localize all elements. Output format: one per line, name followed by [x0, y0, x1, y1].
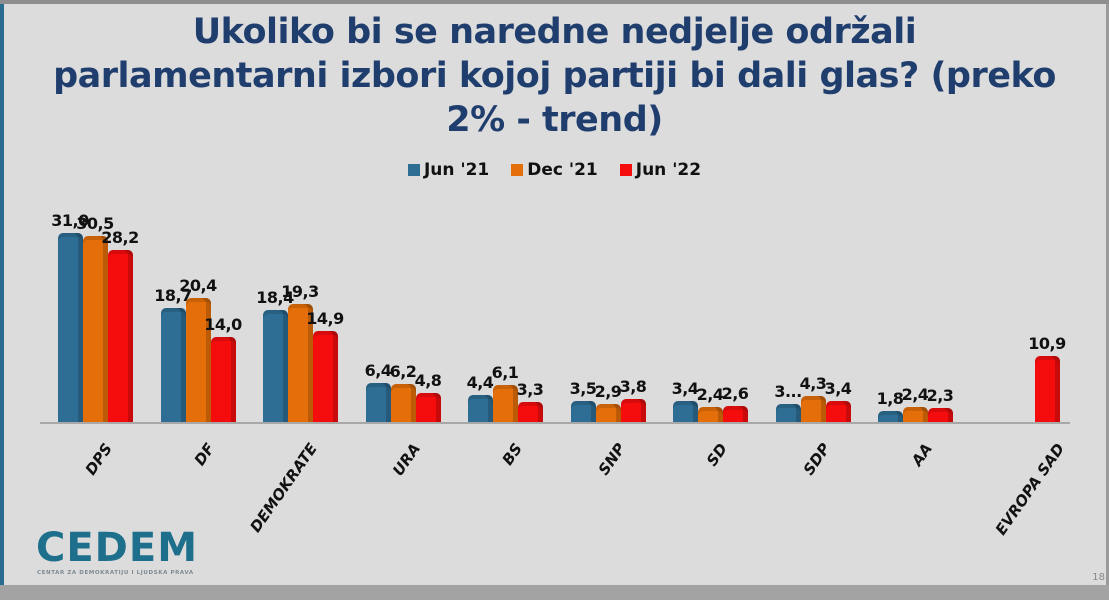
data-label: 6,1 [491, 362, 519, 382]
bar-df-1 [185, 297, 211, 422]
data-label: 18,4 [256, 287, 294, 307]
data-label: 18,7 [154, 285, 192, 305]
bar-demokrate-2 [312, 331, 338, 422]
data-label: 2,6 [721, 384, 749, 404]
data-label: 31,0 [51, 210, 89, 230]
data-label: 2,4 [901, 385, 929, 405]
bar-bs-1 [492, 384, 518, 422]
category-label: DF [190, 440, 219, 469]
legend-label: Jun '21 [423, 160, 490, 180]
bar-sdp-2 [825, 401, 851, 422]
bar-ura-1 [390, 384, 416, 422]
data-label: 4,8 [414, 370, 442, 390]
data-label: 2,3 [926, 385, 954, 405]
title-line-3: 2% - trend) [446, 100, 663, 140]
bar-sdp-1 [800, 395, 826, 422]
bar-demokrate-0 [262, 309, 288, 422]
chart-legend: Jun '21 Dec '21 Jun '22 [0, 160, 1109, 180]
bar-sd-0 [672, 401, 698, 422]
bar-snp-1 [595, 404, 621, 422]
cedem-logo: CEDEM [36, 525, 199, 571]
bottom-bar [0, 585, 1109, 600]
data-label: 28,2 [101, 227, 139, 247]
bar-aa-1 [902, 407, 928, 422]
bar-aa-2 [927, 407, 953, 422]
bar-df-0 [160, 307, 186, 422]
x-axis-line [40, 422, 1070, 424]
legend-item-jun22: Jun '22 [619, 160, 702, 180]
data-label: 2,4 [696, 385, 724, 405]
bar-dps-2 [107, 249, 133, 422]
logo-subtitle: CENTAR ZA DEMOKRATIJU I LJUDSKA PRAVA [37, 570, 194, 576]
data-label: 4,3 [799, 373, 827, 393]
bar-dps-1 [82, 235, 108, 422]
data-label: 3,8 [619, 376, 647, 396]
data-label: 6,4 [364, 360, 392, 380]
data-label: 3... [774, 381, 802, 401]
bar-evropa-sad-2 [1034, 355, 1060, 422]
data-label: 14,0 [204, 314, 242, 334]
data-label: 19,3 [281, 282, 319, 302]
data-label: 6,2 [389, 362, 417, 382]
data-label: 20,4 [179, 275, 217, 295]
title-line-1: Ukoliko bi se naredne nedjelje održali [192, 12, 917, 52]
page-number: 18 [1092, 572, 1105, 583]
data-label: 30,5 [76, 213, 114, 233]
data-label: 10,9 [1028, 333, 1066, 353]
category-label: SD [702, 440, 731, 470]
category-label: DPS [81, 440, 116, 479]
top-border [0, 0, 1109, 4]
data-label: 3,5 [569, 378, 597, 398]
category-label: EVROPA SAD [991, 440, 1068, 539]
slide [0, 4, 1106, 585]
legend-item-jun21: Jun '21 [407, 160, 490, 180]
bar-sdp-0 [775, 403, 801, 422]
legend-swatch-icon [511, 164, 524, 176]
category-label: AA [907, 440, 936, 470]
title-line-2: parlamentarni izbori kojoj partiji bi da… [53, 56, 1056, 96]
category-label: URA [388, 440, 424, 480]
legend-swatch-icon [407, 164, 420, 176]
legend-label: Dec '21 [527, 160, 598, 180]
legend-swatch-icon [619, 164, 632, 176]
bar-ura-2 [415, 392, 441, 422]
bar-bs-0 [467, 395, 493, 422]
bar-sd-2 [722, 406, 748, 422]
bar-snp-2 [620, 398, 646, 422]
category-label: SNP [594, 440, 629, 479]
data-label: 14,9 [306, 309, 344, 329]
bar-dps-0 [57, 232, 83, 422]
category-label: SDP [799, 440, 834, 479]
bar-bs-2 [517, 401, 543, 422]
data-label: 1,8 [876, 389, 904, 409]
bar-df-2 [210, 336, 236, 422]
data-label: 3,4 [671, 379, 699, 399]
category-label: DEMOKRATE [246, 440, 321, 536]
data-label: 4,4 [466, 373, 494, 393]
legend-label: Jun '22 [635, 160, 702, 180]
bar-ura-0 [365, 382, 391, 422]
bar-snp-0 [570, 400, 596, 422]
category-label: BS [498, 440, 526, 469]
data-label: 3,4 [824, 379, 852, 399]
bar-sd-1 [697, 407, 723, 422]
bar-aa-0 [877, 411, 903, 422]
bar-demokrate-1 [287, 304, 313, 422]
legend-item-dec21: Dec '21 [511, 160, 598, 180]
chart-title: Ukoliko bi se naredne nedjelje održali p… [0, 10, 1109, 142]
data-label: 3,3 [516, 379, 544, 399]
data-label: 2,9 [594, 382, 622, 402]
